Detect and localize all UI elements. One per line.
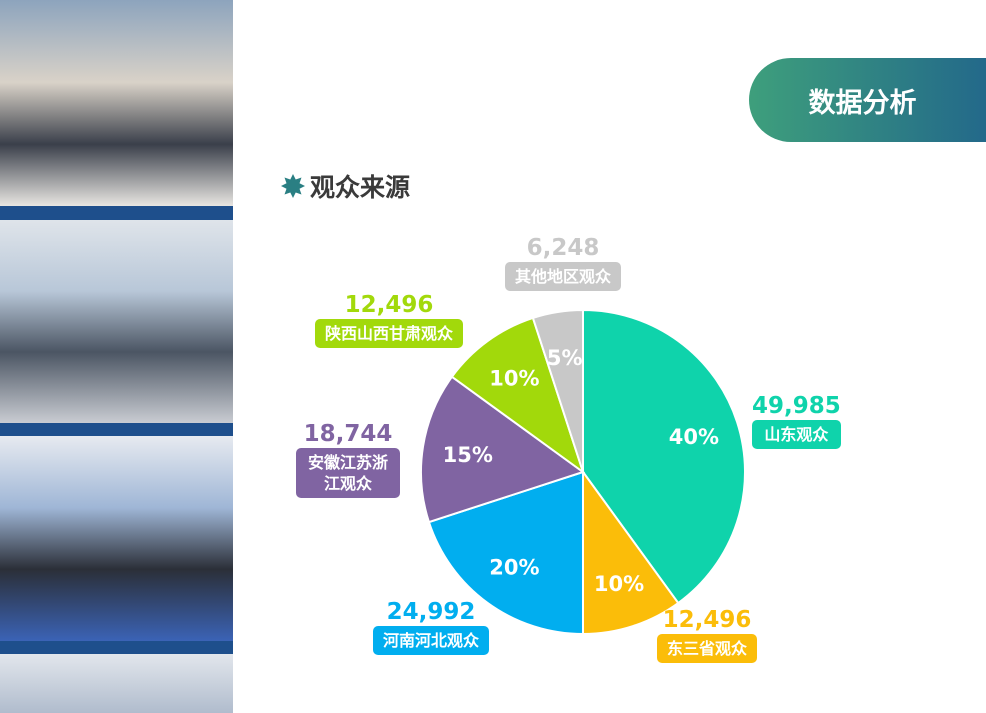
section-title: 观众来源	[310, 173, 411, 202]
category-label: 陕西山西甘肃观众	[315, 319, 464, 348]
label-shandong: 49,985 山东观众	[752, 392, 841, 449]
pie-slice	[450, 316, 585, 475]
percent-label: 20%	[489, 555, 539, 579]
photo-crowd-4	[0, 654, 233, 713]
percent-label: 10%	[594, 572, 644, 596]
category-label: 河南河北观众	[373, 626, 490, 655]
label-henan-hebei: 24,992 河南河北观众	[373, 598, 490, 655]
percent-label: 5%	[547, 346, 583, 370]
photo-crowd-3	[0, 436, 233, 641]
pie-slice	[531, 308, 584, 473]
star-icon	[281, 174, 305, 198]
value-label: 6,248	[526, 235, 600, 261]
value-label: 12,496	[662, 607, 752, 633]
percent-label: 40%	[669, 425, 719, 449]
photo-crowd-1	[0, 0, 233, 206]
value-label: 12,496	[344, 292, 434, 318]
pie-slice	[427, 470, 585, 636]
section-heading: 观众来源	[280, 168, 410, 204]
page-title: 数据分析	[749, 58, 986, 142]
category-label: 安徽江苏浙江观众	[296, 448, 400, 498]
label-anhui-jiangsu-zhejiang: 18,744 安徽江苏浙江观众	[296, 420, 400, 498]
exhibition-photos	[0, 0, 233, 713]
category-label: 东三省观众	[657, 634, 758, 663]
value-label: 18,744	[303, 421, 393, 447]
label-other: 6,248 其他地区观众	[505, 234, 622, 291]
value-label: 24,992	[386, 599, 476, 625]
pie-slice	[582, 308, 746, 605]
category-label: 山东观众	[752, 420, 841, 449]
percent-label: 15%	[443, 443, 493, 467]
label-shaanxi-shanxi-gansu: 12,496 陕西山西甘肃观众	[315, 291, 464, 348]
value-label: 49,985	[752, 393, 841, 419]
category-label: 其他地区观众	[505, 262, 622, 291]
label-dongsansheng: 12,496 东三省观众	[657, 606, 758, 663]
pie-slice	[420, 375, 586, 524]
photo-crowd-2	[0, 220, 233, 423]
pie-slice	[581, 468, 680, 636]
percent-label: 10%	[489, 367, 539, 391]
